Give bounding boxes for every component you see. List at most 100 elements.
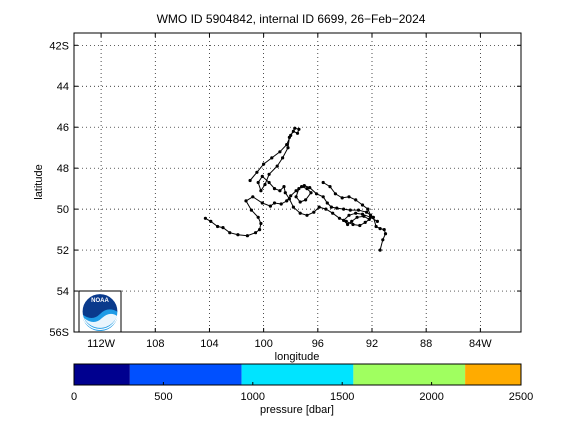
profile-point	[308, 186, 312, 190]
noaa-logo-text: NOAA	[91, 298, 109, 304]
profile-point	[270, 156, 274, 160]
y-axis: 42S 44 46 48 50 52 54 56S	[49, 40, 521, 339]
profile-point	[249, 208, 253, 212]
profile-point	[216, 224, 220, 229]
profile-point	[236, 233, 240, 237]
profile-point	[342, 207, 346, 211]
profile-point	[348, 208, 352, 212]
trajectory-line-1	[205, 185, 387, 251]
profile-point	[285, 143, 289, 147]
profile-point	[305, 213, 309, 217]
profile-point	[302, 184, 306, 188]
profile-point	[365, 210, 369, 214]
profile-point	[305, 187, 309, 191]
profile-point	[268, 204, 272, 208]
x-axis-label: longitude	[275, 351, 320, 363]
profile-point	[289, 194, 293, 198]
profile-point	[253, 231, 258, 235]
plot-frame	[73, 32, 522, 333]
profile-point	[203, 216, 207, 220]
profile-point	[259, 221, 263, 226]
float-trajectory	[203, 126, 388, 252]
profile-point	[300, 185, 304, 189]
profile-point	[317, 205, 321, 209]
profile-point	[259, 189, 263, 193]
profile-point	[358, 223, 362, 228]
x-axis: 112W 108 104 100 96 92 88 84W	[87, 33, 492, 350]
profile-point	[337, 216, 342, 220]
colorbar-ticks: 0 500 1000 1500 2000 2500	[71, 382, 533, 403]
profile-point	[285, 199, 289, 203]
profile-point	[378, 248, 382, 252]
profile-point	[272, 187, 277, 191]
profile-point	[356, 208, 361, 212]
colorbar-bin	[465, 364, 521, 385]
profile-point	[350, 219, 354, 223]
noaa-logo: NOAA	[78, 290, 122, 333]
profile-point	[309, 191, 313, 195]
x-tick-label: 88	[420, 338, 432, 350]
colorbar-bin	[241, 364, 354, 385]
profile-point	[321, 195, 325, 199]
profile-point	[354, 198, 358, 202]
profile-point	[283, 191, 287, 195]
profile-point	[267, 172, 271, 176]
colorbar-bin	[129, 364, 242, 385]
profile-point	[351, 222, 355, 227]
profile-point	[369, 213, 373, 217]
profile-point	[354, 211, 358, 215]
profile-point	[335, 206, 339, 210]
profile-point	[221, 226, 225, 230]
profile-point	[382, 228, 386, 232]
x-tick-label: 100	[254, 338, 272, 350]
colorbar-label: pressure [dbar]	[260, 404, 334, 416]
y-tick-label: 46	[57, 122, 69, 134]
profile-point	[366, 207, 370, 211]
y-tick-label: 56S	[49, 327, 69, 339]
y-tick-label: 50	[57, 204, 69, 216]
x-tick-label: 104	[200, 338, 218, 350]
profile-point	[347, 195, 351, 199]
profile-point	[255, 170, 259, 174]
profile-point	[209, 219, 213, 223]
profile-point	[298, 211, 302, 215]
profile-point	[260, 174, 264, 178]
profile-point	[287, 135, 291, 139]
profile-point	[363, 220, 367, 224]
y-tick-label: 44	[57, 81, 69, 93]
profile-point	[331, 211, 335, 215]
colorbar	[74, 364, 521, 385]
profile-point	[295, 131, 300, 135]
profile-point	[267, 180, 271, 185]
profile-point	[291, 129, 295, 133]
profile-point	[321, 180, 325, 185]
profile-point	[374, 224, 378, 229]
profile-point	[256, 215, 260, 219]
profile-point	[291, 205, 295, 209]
profile-point	[278, 150, 282, 154]
y-tick-label: 54	[57, 286, 69, 298]
profile-point	[297, 127, 301, 131]
colorbar-tick-label: 500	[154, 391, 172, 403]
profile-point	[262, 162, 266, 166]
profile-point	[344, 219, 348, 223]
profile-point	[346, 222, 350, 227]
y-tick-label: 42S	[49, 40, 69, 52]
profile-point	[329, 205, 333, 209]
profile-point	[282, 185, 286, 189]
profile-point	[278, 189, 282, 193]
profile-point	[275, 164, 279, 168]
profile-point	[260, 201, 264, 205]
profile-point	[286, 146, 290, 150]
profile-point	[360, 212, 365, 216]
colorbar-frame	[73, 363, 522, 386]
profile-point	[340, 196, 344, 200]
profile-point	[263, 182, 267, 187]
plot-area	[74, 33, 521, 332]
profile-point	[251, 195, 255, 199]
profile-point	[287, 197, 291, 201]
colorbar-tick-label: 1500	[330, 391, 354, 403]
profile-point	[304, 198, 308, 202]
profile-point	[272, 201, 277, 205]
